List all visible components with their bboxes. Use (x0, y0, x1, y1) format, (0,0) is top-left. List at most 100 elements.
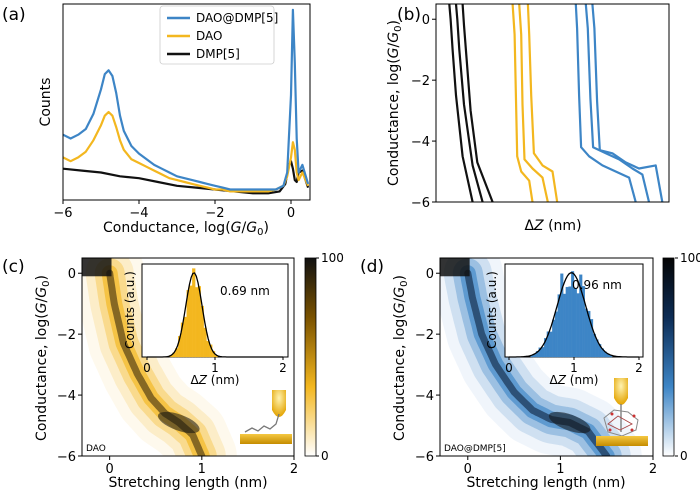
panel-c-junction-illustration (240, 390, 292, 444)
panel-b-ytick-label: −2 (411, 74, 430, 89)
panel-c-inset-histogram (147, 268, 283, 358)
panel-c-tag: DAO (86, 444, 106, 454)
panel-d-inset-xlabel: ΔZ (nm) (550, 373, 599, 387)
panel-c-ylabel: Conductance, log(G/G0) (34, 275, 52, 441)
panel-c-inset-bar (183, 316, 187, 358)
panel-c: (c) 0 1 2 −6 −4 −2 0 Conductance, log(G/G0) St… (2, 251, 344, 491)
panel-d-ytick-label: 0 (426, 267, 434, 282)
panel-c-xtick-label: 2 (290, 462, 298, 477)
panel-a-ylabel: Counts (38, 78, 54, 127)
panel-d-xlabel: Stretching length (nm) (466, 475, 625, 491)
panel-a-label: (a) (2, 5, 26, 25)
panel-d-inset-bar (552, 319, 556, 358)
panel-d-ytick-label: −6 (415, 450, 434, 465)
panel-b-ytick-label: 0 (422, 13, 430, 28)
panel-d-density-core (548, 411, 591, 434)
panel-c-colorbar-tick-label: 0 (321, 449, 329, 463)
panel-a-xtick-label: −6 (53, 206, 72, 221)
trace-dao-dmp-5-8 (591, 4, 664, 202)
panel-c-heatmap (82, 258, 237, 456)
panel-b: (b) −6 −4 −2 0 Conductance, log(G/G0) ΔZ (n… (386, 3, 670, 234)
panel-c-g0-plateau (82, 258, 112, 277)
panel-d-label: (d) (360, 257, 384, 277)
panel-d-inset-bar (565, 286, 569, 358)
legend-box (159, 5, 275, 65)
panel-b-label: (b) (397, 5, 421, 25)
panel-c-inset-bar (195, 287, 199, 358)
panel-a-x-ticks: −6 −4 −2 0 (53, 200, 295, 221)
panel-d-inset-bar (568, 286, 572, 358)
panel-a-xtick-label: −4 (129, 206, 148, 221)
series-dao-line (63, 110, 310, 193)
macrocycle (603, 409, 639, 437)
series-dao-dmp-5-line (63, 8, 310, 191)
panel-d-heatmap (440, 258, 642, 456)
panel-c-colorbar-ticks: 0 100 (316, 251, 344, 463)
panel-c-colorbar-tick-label: 100 (321, 251, 344, 265)
panel-d-colorbar (662, 257, 675, 457)
panel-c-ytick-label: −4 (57, 389, 76, 404)
panel-d-inset-bar (573, 288, 577, 358)
series-dmp-5-line (63, 160, 310, 195)
panel-b-frame (435, 3, 670, 203)
panel-d-ytick-label: −2 (415, 328, 434, 343)
electrode-tip (272, 390, 286, 417)
trace-dmp-5-2 (461, 4, 494, 202)
panel-d-inset-xtick-label: 2 (635, 361, 643, 375)
panel-d-inset-bar (549, 331, 553, 358)
panel-c-ytick-label: −6 (57, 450, 76, 465)
panel-d-inset: 0.96 nm Counts (a.u.) ΔZ (nm) 0 1 2 (485, 263, 644, 387)
panel-a-legend: DAO@DMP[5] DAO DMP[5] (159, 5, 278, 65)
legend-label-dmp5: DMP[5] (196, 47, 240, 61)
panel-d-frame (439, 257, 654, 457)
panel-d-inset-bar (584, 308, 588, 358)
trace-dmp-5-0 (448, 4, 474, 202)
panel-d-xtick-label: 0 (464, 462, 472, 477)
panel-a-xlabel: Conductance, log(G/G0) (103, 220, 269, 238)
panel-d-junction-illustration (596, 378, 648, 446)
panel-b-ylabel: Conductance, log(G/G0) (386, 20, 404, 186)
panel-c-xtick-label: 1 (198, 462, 206, 477)
panel-c-inset-fit-curve (147, 272, 283, 358)
trace-dao-3 (511, 4, 534, 202)
trace-dao-5 (526, 4, 559, 202)
panel-b-ytick-label: −6 (411, 196, 430, 211)
panel-c-inset-ylabel: Counts (a.u.) (123, 271, 137, 349)
panel-b-plot-area (448, 4, 664, 202)
panel-d-inset-histogram (509, 271, 639, 358)
panel-c-ticks: 0 1 2 −6 −4 −2 0 (57, 267, 298, 477)
panel-d-colorbar-tick-label: 100 (680, 251, 700, 265)
panel-c-inset-xtick-label: 1 (211, 361, 219, 375)
panel-c-inset-xlabel: ΔZ (nm) (191, 373, 240, 387)
panel-a: (a) −6 −4 −2 0 Counts Conductance, log(G/G0… (2, 3, 311, 238)
panel-c-xtick-label: 0 (106, 462, 114, 477)
panel-d-ytick-label: −4 (415, 389, 434, 404)
panel-d-inset-bar (541, 347, 545, 358)
trace-dao-4 (518, 4, 549, 202)
panel-c-inset-bar (192, 268, 196, 358)
electrode-tip (614, 378, 628, 405)
panel-d-inset-annotation: 0.96 nm (572, 278, 622, 292)
panel-d-colorbar-ticks: 0 100 (675, 251, 700, 463)
panel-d-inset-ylabel: Counts (a.u.) (485, 271, 499, 349)
panel-d: (d) 0 1 2 −6 −4 −2 0 Conductance, log(G/G0) St… (360, 251, 700, 491)
panel-c-inset-xtick-label: 0 (143, 361, 151, 375)
panel-a-plot-area (63, 8, 310, 195)
trace-dmp-5-1 (454, 4, 484, 202)
panel-c-frame (81, 257, 295, 457)
panel-b-y-ticks: −6 −4 −2 0 (411, 13, 436, 211)
panel-d-inset-xtick-label: 1 (570, 361, 578, 375)
panel-c-ytick-label: −2 (57, 328, 76, 343)
panel-d-inset-bar (576, 293, 580, 358)
molecule-chain (244, 413, 280, 433)
panel-b-xlabel: ΔZ (nm) (524, 218, 581, 234)
panel-d-inset-bar (563, 293, 567, 358)
panel-c-inset-xtick-label: 2 (279, 361, 287, 375)
panel-d-xtick-label: 1 (556, 462, 564, 477)
electrode-pad (596, 436, 648, 446)
panel-c-label: (c) (2, 257, 25, 277)
panel-c-ytick-label: 0 (68, 267, 76, 282)
panel-c-inset-ticks: 0 1 2 (143, 357, 287, 375)
panel-d-tag: DAO@DMP[5] (444, 444, 506, 454)
